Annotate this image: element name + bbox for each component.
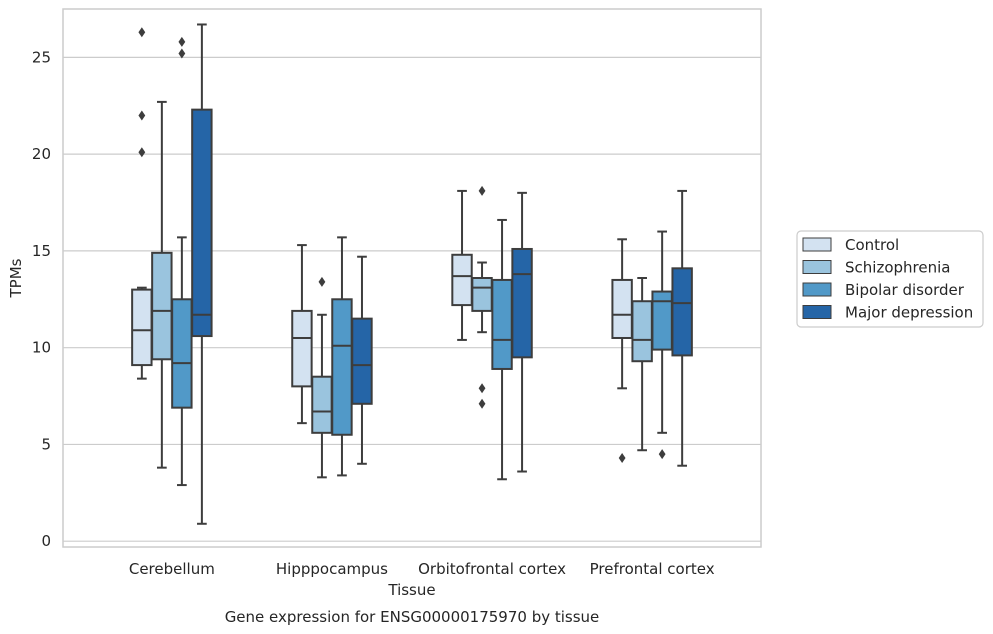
box-0-3 bbox=[191, 23, 213, 525]
box-body bbox=[471, 277, 493, 312]
x-tick-label: Orbitofrontal cortex bbox=[418, 560, 566, 578]
box-0-2 bbox=[171, 36, 193, 487]
y-tick-label: 10 bbox=[32, 339, 51, 357]
box-groups bbox=[131, 23, 693, 525]
x-axis-label: Tissue bbox=[387, 581, 435, 599]
box-2-1 bbox=[471, 185, 493, 409]
outlier-point bbox=[618, 452, 626, 463]
box-body bbox=[491, 278, 513, 370]
legend-swatch bbox=[802, 282, 832, 297]
box-2-2 bbox=[491, 218, 513, 481]
chart-caption: Gene expression for ENSG00000175970 by t… bbox=[225, 608, 600, 626]
y-tick-label: 0 bbox=[41, 532, 51, 550]
x-tick-label: Cerebellum bbox=[129, 560, 215, 578]
outlier-point bbox=[478, 398, 486, 409]
box-1-2 bbox=[331, 236, 353, 477]
y-axis-label: TPMs bbox=[7, 258, 25, 298]
legend-label: Major depression bbox=[845, 304, 973, 322]
box-body bbox=[671, 267, 693, 357]
legend-frame bbox=[796, 230, 984, 328]
box-body bbox=[191, 108, 213, 338]
legend-label: Bipolar disorder bbox=[845, 281, 965, 299]
box-0-0 bbox=[131, 27, 153, 380]
outlier-point bbox=[138, 110, 146, 121]
legend-swatch bbox=[802, 237, 832, 252]
outlier-point bbox=[478, 185, 486, 196]
legend-label: Control bbox=[845, 236, 899, 254]
outlier-point bbox=[658, 449, 666, 460]
y-tick-label: 20 bbox=[32, 145, 51, 163]
x-tick-label: Prefrontal cortex bbox=[590, 560, 715, 578]
x-tick-label: Hipppocampus bbox=[276, 560, 388, 578]
outlier-point bbox=[138, 27, 146, 38]
outlier-point bbox=[178, 36, 186, 47]
y-tick-label: 15 bbox=[32, 242, 51, 260]
outlier-point bbox=[318, 276, 326, 287]
y-tick-label: 25 bbox=[32, 48, 51, 66]
box-body bbox=[611, 278, 633, 339]
legend-label: Schizophrenia bbox=[845, 259, 950, 277]
box-body bbox=[311, 375, 333, 434]
box-body bbox=[131, 288, 153, 367]
box-body bbox=[631, 300, 653, 363]
box-3-3 bbox=[671, 189, 693, 467]
box-3-0 bbox=[611, 238, 633, 463]
outlier-point bbox=[138, 147, 146, 158]
legend-swatch bbox=[802, 260, 832, 274]
box-0-1 bbox=[151, 100, 173, 469]
box-body bbox=[451, 253, 473, 307]
plot-frame bbox=[62, 8, 762, 548]
legend: Control Schizophrenia Bipolar disorder Majo… bbox=[796, 230, 984, 328]
box-1-3 bbox=[351, 255, 373, 465]
box-body bbox=[151, 251, 173, 361]
box-3-1 bbox=[631, 277, 653, 452]
y-axis-ticks: 0 5 10 15 20 25 bbox=[32, 48, 51, 550]
box-body bbox=[351, 317, 373, 405]
box-1-1 bbox=[311, 276, 333, 479]
box-body bbox=[331, 298, 353, 436]
x-axis-ticks: Cerebellum Hipppocampus Orbitofrontal cort… bbox=[129, 560, 715, 578]
box-2-0 bbox=[451, 189, 473, 341]
y-tick-label: 5 bbox=[41, 435, 51, 453]
box-2-3 bbox=[511, 191, 533, 473]
outlier-point bbox=[478, 383, 486, 394]
outlier-point bbox=[178, 48, 186, 59]
box-body bbox=[171, 298, 193, 409]
legend-swatch bbox=[802, 305, 832, 319]
box-3-2 bbox=[651, 230, 673, 460]
box-body bbox=[511, 247, 533, 359]
box-1-0 bbox=[291, 244, 313, 425]
box-body bbox=[291, 309, 313, 388]
